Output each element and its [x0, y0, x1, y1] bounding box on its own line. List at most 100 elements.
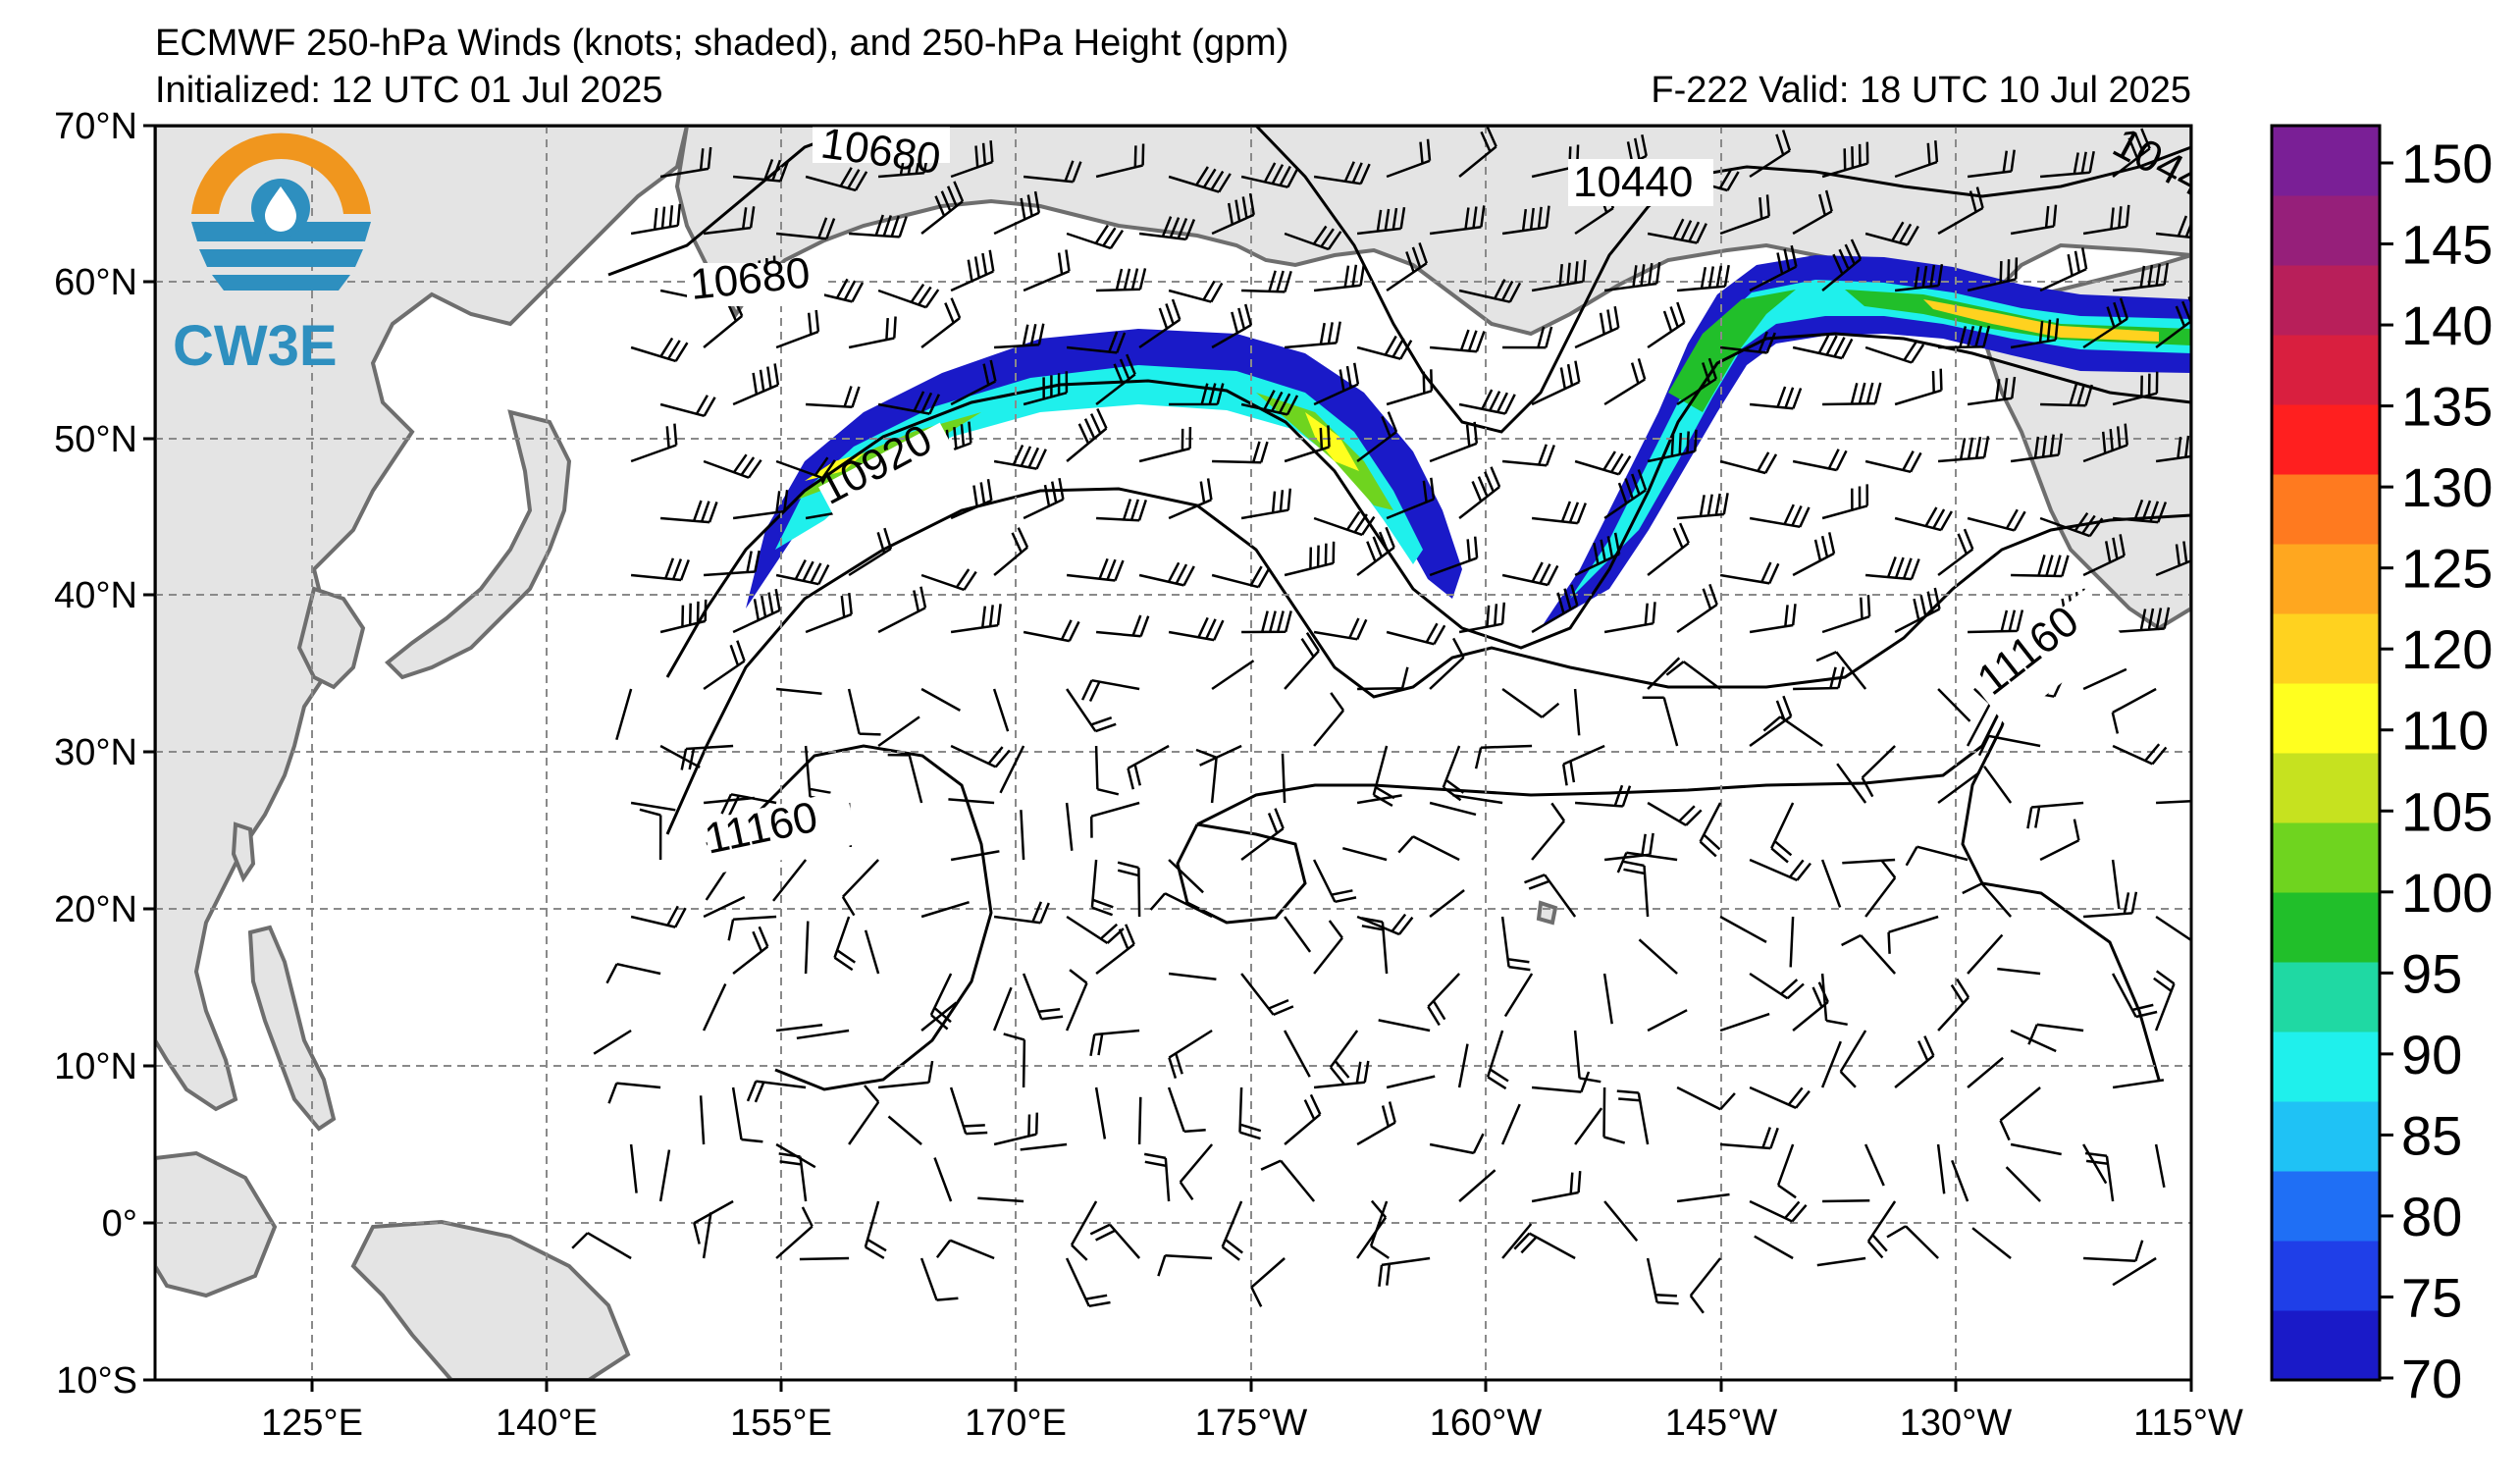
wind-barb — [630, 203, 682, 236]
wind-barb — [1211, 660, 1255, 691]
wind-barb — [659, 744, 701, 768]
wind-barb — [864, 1200, 887, 1259]
wind-barb — [1962, 882, 2013, 918]
colorbar-segment — [2272, 126, 2380, 196]
wind-barb — [1866, 1200, 1897, 1259]
lat-label: 50°N — [54, 419, 137, 460]
colorbar-segment — [2272, 613, 2380, 684]
wind-barb — [1793, 666, 1845, 691]
wind-barb — [1820, 1040, 1842, 1088]
colorbar-label: 120 — [2401, 618, 2493, 680]
wind-barb — [877, 715, 920, 748]
wind-barb — [1501, 1223, 1533, 1259]
wind-barb — [1211, 303, 1253, 349]
wind-barb — [1937, 770, 1981, 805]
wind-barb — [1967, 149, 2016, 179]
colorbar-segment — [2272, 265, 2380, 336]
wind-barb — [1429, 801, 1477, 817]
colorbar-segment — [2272, 1310, 2380, 1381]
lon-label: 125°E — [261, 1403, 363, 1444]
cw3e-logo: CW3E — [173, 132, 371, 378]
colorbar-segment — [2272, 544, 2380, 614]
wind-barb — [1603, 602, 1656, 634]
wind-barb — [2010, 204, 2058, 236]
wind-barb — [2155, 435, 2191, 463]
wind-barb — [2155, 538, 2191, 577]
wind-barb — [1341, 846, 1388, 862]
wind-barb — [2039, 511, 2104, 538]
wind-barb — [1284, 1030, 1311, 1078]
contour-10920 — [665, 332, 2191, 678]
wind-barb — [1386, 477, 1436, 520]
wind-barb — [1356, 794, 1402, 805]
logo-text: CW3E — [173, 314, 338, 378]
wind-barb — [805, 278, 865, 303]
wind-barb — [920, 687, 962, 712]
wind-barb — [1066, 331, 1127, 354]
colorbar-segment — [2272, 404, 2380, 475]
wind-barb — [1676, 1192, 1730, 1203]
wind-barb — [1719, 194, 1770, 236]
wind-barb — [1646, 1257, 1679, 1305]
japan-islands — [385, 409, 572, 680]
wind-barb — [659, 599, 708, 634]
wind-barb — [1937, 528, 1974, 576]
wind-barb — [1864, 450, 1922, 474]
wind-barb — [1090, 859, 1114, 917]
wind-barb — [1575, 784, 1632, 808]
wind-barb — [1792, 449, 1848, 472]
wind-barb — [1486, 1030, 1509, 1090]
wind-barb — [1749, 503, 1811, 529]
wind-barb — [1066, 688, 1117, 733]
wind-barb — [1749, 1086, 1811, 1109]
wind-barb — [1967, 933, 2004, 975]
wind-barb — [1240, 808, 1285, 862]
wind-barb — [994, 323, 1045, 349]
wind-barb — [1821, 141, 1869, 179]
wind-barb — [1312, 859, 1357, 904]
wind-barb — [1442, 745, 1465, 802]
lat-label: 10°S — [56, 1360, 137, 1402]
wind-barb — [1474, 744, 1533, 769]
land-areas — [155, 126, 2191, 1380]
contour-11160-south — [706, 744, 993, 1091]
wind-barb — [693, 1199, 734, 1245]
wind-barb — [2111, 687, 2157, 734]
wind-barb — [1066, 557, 1125, 582]
wind-barb — [948, 798, 995, 805]
wind-barb — [1792, 981, 1829, 1032]
wind-barb — [775, 687, 822, 696]
wind-barb — [1429, 329, 1486, 353]
wind-barb — [703, 453, 762, 479]
jet-east-green — [1668, 290, 2191, 412]
wind-barb — [920, 181, 965, 235]
wind-barb — [1836, 763, 1867, 804]
wind-barb — [1749, 130, 1792, 179]
lon-label: 175°W — [1195, 1403, 1308, 1444]
wind-barb — [1647, 301, 1686, 349]
lon-label: 145°W — [1665, 1403, 1778, 1444]
wind-barb — [1168, 859, 1204, 894]
wind-barb — [1080, 678, 1140, 703]
wind-barb — [933, 1157, 953, 1202]
wind-barb — [1149, 892, 1213, 919]
wind-barb — [1429, 205, 1486, 236]
wind-barb — [1789, 916, 1795, 968]
wind-barb — [1458, 602, 1506, 634]
wind-barb — [2040, 384, 2093, 407]
wind-barb — [1089, 1223, 1141, 1259]
wind-barb — [1937, 978, 1970, 1032]
wind-barb — [1770, 802, 1795, 864]
colorbar-segment — [2272, 1241, 2380, 1311]
wind-barb — [796, 1029, 850, 1040]
lat-label: 30°N — [54, 732, 137, 773]
wind-barb — [2010, 318, 2060, 349]
wind-barb — [1094, 745, 1120, 796]
wind-barb — [1816, 1256, 1866, 1267]
wind-barb — [887, 753, 923, 804]
wind-barb — [1313, 617, 1368, 641]
wind-barb — [1238, 1086, 1262, 1140]
wind-barb — [703, 206, 756, 236]
wind-barb — [1240, 973, 1294, 1017]
wind-barb — [1513, 1232, 1576, 1260]
